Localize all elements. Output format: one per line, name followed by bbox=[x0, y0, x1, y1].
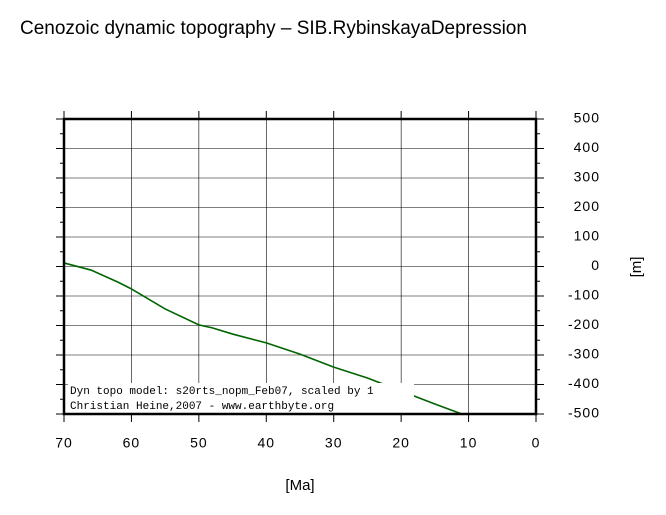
x-tick-label: 40 bbox=[257, 435, 275, 451]
x-tick-label: 60 bbox=[123, 435, 141, 451]
annotation-text: Christian Heine,2007 - www.earthbyte.org bbox=[70, 401, 334, 413]
x-tick-label: 50 bbox=[190, 435, 208, 451]
y-tick-label: 0 bbox=[591, 257, 600, 273]
y-tick-label: -300 bbox=[568, 346, 600, 362]
y-tick-label: -400 bbox=[568, 375, 600, 391]
chart-title: Cenozoic dynamic topography – SIB.Rybins… bbox=[20, 18, 527, 39]
y-tick-label: 100 bbox=[574, 228, 600, 244]
y-tick-label: 500 bbox=[574, 110, 600, 126]
x-axis-label: [Ma] bbox=[285, 477, 314, 494]
y-tick-label: -100 bbox=[568, 287, 600, 303]
y-axis-label: [m] bbox=[628, 257, 645, 278]
x-tick-label: 0 bbox=[532, 435, 541, 451]
y-tick-label: 300 bbox=[574, 169, 600, 185]
x-tick-label: 10 bbox=[460, 435, 478, 451]
y-tick-label: -500 bbox=[568, 405, 600, 421]
x-tick-label: 30 bbox=[325, 435, 343, 451]
x-tick-label: 70 bbox=[55, 435, 73, 451]
annotation-text: Dyn topo model: s20rts_nopm_Feb07, scale… bbox=[70, 386, 374, 398]
y-tick-label: 400 bbox=[574, 139, 600, 155]
y-tick-label: -200 bbox=[568, 316, 600, 332]
x-tick-label: 20 bbox=[392, 435, 410, 451]
y-tick-label: 200 bbox=[574, 198, 600, 214]
annotation-box bbox=[68, 383, 414, 413]
plot-frame bbox=[62, 117, 538, 416]
annotation: Dyn topo model: s20rts_nopm_Feb07, scale… bbox=[68, 383, 414, 413]
